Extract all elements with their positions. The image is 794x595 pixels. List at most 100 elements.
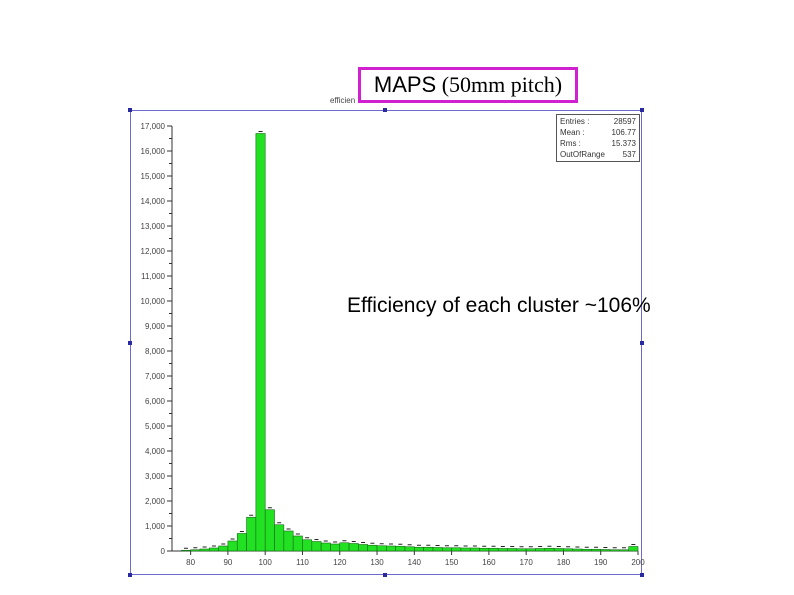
frame-handle-tr[interactable]: [640, 108, 644, 112]
y-tick-label: 9,000: [145, 322, 166, 331]
x-tick-label: 140: [408, 558, 422, 567]
y-tick-label: 10,000: [141, 297, 166, 306]
histogram-bar: [274, 524, 285, 552]
frame-handle-mr[interactable]: [640, 341, 644, 345]
plot-frame: [128, 108, 644, 577]
histogram-bars: [181, 131, 639, 552]
y-tick-label: 7,000: [145, 372, 166, 381]
histogram-bar: [600, 549, 611, 552]
histogram-bar: [283, 530, 294, 552]
stat-label: OutOfRange: [560, 150, 605, 159]
frame-handle-tl[interactable]: [128, 108, 132, 112]
histogram-bar: [181, 549, 191, 552]
x-tick-label: 130: [370, 558, 384, 567]
stat-row-outofrange: OutOfRange 537: [560, 149, 636, 160]
histogram-bar: [544, 547, 555, 552]
x-tick-label: 170: [519, 558, 533, 567]
histogram-bar: [423, 546, 434, 552]
histogram-bar: [320, 542, 331, 552]
histogram-bar: [339, 542, 350, 552]
x-tick-label: 90: [223, 558, 232, 567]
x-tick-label: 200: [631, 558, 645, 567]
frame-handle-tm[interactable]: [383, 108, 387, 112]
histogram-name-label: efficien: [330, 96, 356, 105]
stat-value: 537: [622, 150, 636, 159]
histogram-bar: [572, 548, 583, 552]
stat-row-rms: Rms : 15.373: [560, 138, 636, 149]
histogram-bar: [218, 545, 229, 552]
histogram-bar: [358, 544, 369, 552]
histogram-bar: [516, 548, 527, 552]
histogram-bar: [264, 509, 275, 552]
histogram-bar: [311, 541, 322, 552]
stat-value: 28597: [613, 117, 636, 126]
y-tick-label: 16,000: [141, 147, 166, 156]
histogram-bar: [591, 548, 602, 552]
histogram-bar: [199, 548, 210, 552]
y-axis: 0 1,000 2,000 3,000 4,000 5,000 6,000 7,000 8,00…: [141, 122, 173, 556]
histogram-bar: [441, 547, 452, 552]
frame-handle-bl[interactable]: [128, 573, 132, 577]
x-tick-label: 120: [333, 558, 347, 567]
histogram-bar: [535, 548, 546, 552]
histogram-bar: [414, 546, 424, 552]
histogram-bar: [628, 546, 639, 552]
stats-box: Entries :28597 Mean :106.77 Rms :15.373 …: [556, 114, 640, 162]
y-tick-label: 8,000: [145, 347, 166, 356]
y-tick-label: 12,000: [141, 247, 166, 256]
y-tick-label: 5,000: [145, 422, 166, 431]
histogram-bar: [497, 548, 508, 552]
x-axis: 80 90 100 110 120 130 140 150 160 170 180 190 200: [172, 550, 645, 567]
histogram-bar: [395, 545, 406, 552]
histogram-bar: [255, 133, 266, 552]
histogram-bar: [227, 540, 238, 552]
histogram-bar: [367, 544, 378, 552]
histogram-bar: [292, 535, 303, 552]
histogram-bar: [619, 549, 629, 552]
y-tick-label: 13,000: [141, 222, 166, 231]
histogram-bar: [581, 548, 592, 552]
histogram-bar: [246, 516, 257, 552]
y-tick-label: 6,000: [145, 397, 166, 406]
stat-row-entries: Entries : 28597: [560, 116, 636, 127]
stat-label: Mean :: [560, 128, 585, 137]
x-tick-label: 100: [259, 558, 273, 567]
histogram-bar: [479, 547, 490, 552]
frame-handle-bm[interactable]: [383, 573, 387, 577]
histogram-bar: [190, 549, 201, 552]
histogram-bar: [386, 545, 396, 552]
y-tick-label: 15,000: [141, 172, 166, 181]
y-tick-label: 11,000: [141, 272, 165, 281]
chart-annotation: Efficiency of each cluster ~106%: [347, 294, 651, 317]
x-tick-label: 160: [482, 558, 496, 567]
x-tick-label: 80: [186, 558, 195, 567]
histogram-bar: [488, 547, 499, 552]
chart-title-sub: (50mm pitch): [441, 72, 563, 97]
x-tick-label: 190: [594, 558, 608, 567]
histogram-bar: [507, 548, 518, 552]
histogram-bar: [330, 543, 341, 552]
frame-handle-br[interactable]: [640, 573, 644, 577]
chart-title: MAPS (50mm pitch): [358, 67, 578, 103]
histogram-bar: [432, 547, 443, 552]
histogram-bar: [460, 547, 471, 552]
x-tick-label: 150: [445, 558, 459, 567]
stat-value: 15.373: [611, 139, 636, 148]
stat-label: Entries :: [560, 117, 590, 126]
histogram-bar: [236, 533, 247, 552]
histogram-bar: [609, 549, 620, 552]
histogram-bar: [563, 548, 574, 552]
x-tick-label: 180: [557, 558, 571, 567]
stat-value: 106.77: [611, 128, 636, 137]
histogram-bar: [302, 539, 313, 552]
y-tick-label: 0: [161, 547, 166, 556]
y-tick-label: 2,000: [145, 497, 166, 506]
y-tick-label: 14,000: [141, 197, 166, 206]
histogram-bar: [348, 543, 359, 552]
chart-title-main: MAPS: [373, 72, 437, 97]
histogram-bar: [376, 545, 387, 552]
frame-handle-ml[interactable]: [128, 341, 132, 345]
histogram-bar: [469, 547, 480, 552]
y-tick-label: 1,000: [145, 522, 166, 531]
